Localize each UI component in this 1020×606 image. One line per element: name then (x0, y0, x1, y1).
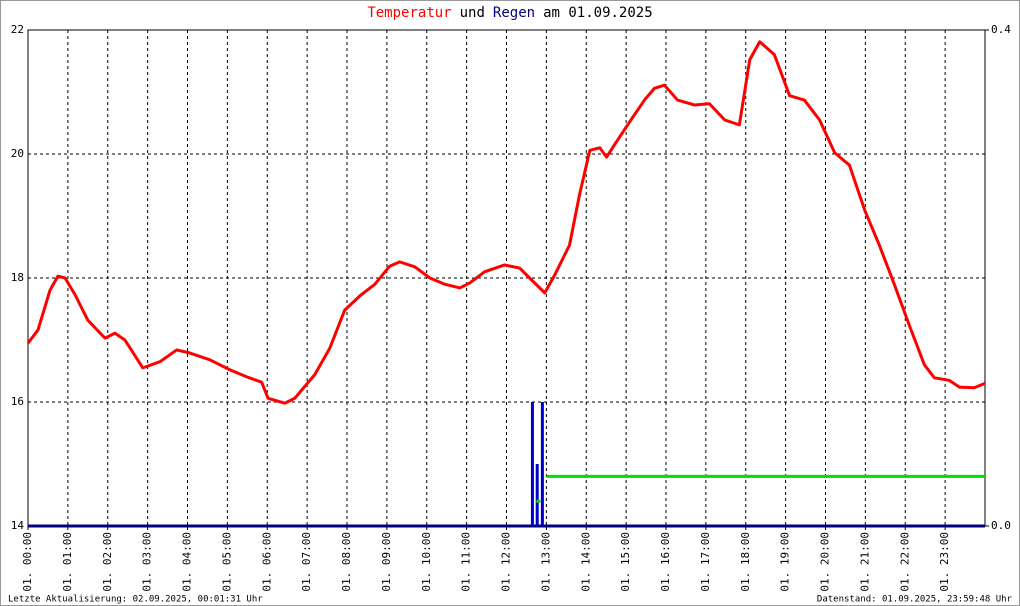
x-tick-label: 01. 00:00 (21, 532, 34, 592)
x-tick-label: 01. 19:00 (779, 532, 792, 592)
x-tick-label: 01. 01:00 (61, 532, 74, 592)
x-tick-label: 01. 12:00 (500, 532, 513, 592)
x-tick-label: 01. 03:00 (141, 532, 154, 592)
y-tick-label: 14 (11, 519, 25, 532)
x-tick-label: 01. 10:00 (420, 532, 433, 592)
x-tick-label: 01. 02:00 (101, 532, 114, 592)
x-tick-label: 01. 23:00 (938, 532, 951, 592)
y2-tick-label: 0.4 (991, 23, 1011, 36)
title-part: am 01.09.2025 (543, 5, 653, 21)
x-tick-label: 01. 17:00 (699, 532, 712, 592)
x-tick-label: 01. 11:00 (460, 532, 473, 592)
rain-bar (530, 402, 534, 526)
chart-title: Temperatur und Regen am 01.09.2025 (367, 5, 652, 21)
y-tick-label: 20 (11, 147, 24, 160)
title-part: Regen (493, 5, 535, 21)
x-tick-label: 01. 22:00 (898, 532, 911, 592)
y-tick-label: 22 (11, 23, 24, 36)
x-tick-label: 01. 07:00 (300, 532, 313, 592)
rain-bar (535, 464, 539, 526)
title-part: und (460, 5, 485, 21)
y-tick-label: 18 (11, 271, 24, 284)
x-tick-label: 01. 09:00 (380, 532, 393, 592)
x-tick-label: 01. 16:00 (659, 532, 672, 592)
footer-left: Letzte Aktualisierung: 02.09.2025, 00:01… (8, 595, 263, 605)
x-tick-label: 01. 08:00 (340, 532, 353, 592)
x-tick-label: 01. 15:00 (619, 532, 632, 592)
x-tick-label: 01. 18:00 (739, 532, 752, 592)
x-tick-label: 01. 06:00 (260, 532, 273, 592)
y2-tick-label: 0.0 (991, 519, 1011, 532)
x-tick-label: 01. 04:00 (181, 532, 194, 592)
x-tick-label: 01. 13:00 (539, 532, 552, 592)
x-tick-label: 01. 20:00 (819, 532, 832, 592)
title-part: Temperatur (367, 5, 451, 21)
rain-bar (540, 402, 544, 526)
footer-right: Datenstand: 01.09.2025, 23:59:48 Uhr (817, 595, 1013, 605)
x-tick-label: 01. 05:00 (220, 532, 233, 592)
x-tick-label: 01. 21:00 (858, 532, 871, 592)
x-tick-label: 01. 14:00 (579, 532, 592, 592)
y-tick-label: 16 (11, 395, 24, 408)
series-line (26, 40, 986, 405)
